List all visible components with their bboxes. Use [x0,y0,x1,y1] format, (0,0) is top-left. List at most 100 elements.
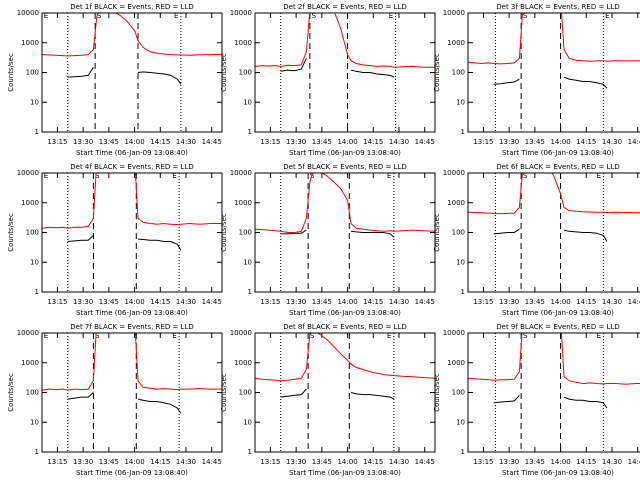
y-tick-label: 10 [243,98,252,106]
x-tick-label: 14:15 [576,458,596,466]
panel: Det 6f BLACK = Events, RED = LLD Start Ti… [433,163,640,317]
panel: Det 2f BLACK = Events, RED = LLD Start Ti… [220,3,436,157]
x-tick-label: 14:00 [124,138,144,146]
chart-title: Det 2f BLACK = Events, RED = LLD [283,3,406,11]
x-axis-label: Start Time (06-Jan-09 13:08:40) [76,469,188,477]
y-tick-label: 10000 [230,329,252,337]
plot-frame [254,332,436,453]
y-axis-label: Counts/sec [7,213,15,252]
x-tick-label: 13:30 [73,458,93,466]
series-line [42,333,222,391]
panel: Det 1f BLACK = Events, RED = LLD Start Ti… [7,3,223,157]
series-line [42,173,222,229]
x-tick-label: 14:45 [628,298,640,306]
x-tick-label: 13:30 [499,138,519,146]
x-axis-label: Start Time (06-Jan-09 13:08:40) [502,149,614,157]
chart-title: Det 3f BLACK = Events, RED = LLD [496,3,619,11]
y-axis-label: Counts/sec [7,53,15,92]
y-tick-label: 10000 [17,9,39,17]
y-tick-label: 10 [30,258,39,266]
x-tick-label: 14:15 [150,458,170,466]
y-axis-label: Counts/sec [220,53,228,92]
y-axis-label: Counts/sec [220,213,228,252]
y-tick-label: 10 [243,418,252,426]
x-tick-label: 14:15 [363,138,383,146]
x-tick-label: 14:45 [415,138,435,146]
x-tick-label: 13:15 [473,458,493,466]
annotation: S [310,172,315,180]
y-tick-label: 100 [452,389,465,397]
annotation: E [387,332,391,340]
series-line [42,13,222,57]
y-tick-label: 10000 [230,169,252,177]
x-axis-label: Start Time (06-Jan-09 13:08:40) [502,309,614,317]
y-tick-label: 1 [248,448,252,456]
series-line [255,333,435,382]
y-tick-label: 1000 [21,39,39,47]
y-tick-label: 1 [248,288,252,296]
annotation: E [172,332,176,340]
annotation: E [597,332,601,340]
plot-frame [41,332,223,453]
y-tick-label: 100 [452,69,465,77]
plot-frame [467,332,640,453]
series-line [280,229,395,238]
y-tick-label: 1000 [447,359,465,367]
y-tick-label: 1000 [447,39,465,47]
x-tick-label: 14:45 [202,138,222,146]
x-tick-label: 13:45 [99,138,119,146]
y-tick-label: 100 [239,389,252,397]
x-tick-label: 14:15 [150,138,170,146]
x-tick-label: 13:45 [525,298,545,306]
y-tick-label: 10 [243,258,252,266]
y-tick-label: 1000 [21,359,39,367]
x-tick-label: 14:00 [550,298,570,306]
x-tick-label: 13:45 [312,138,332,146]
x-tick-label: 13:45 [312,298,332,306]
annotation: E [174,12,178,20]
x-tick-label: 14:30 [389,138,409,146]
y-tick-label: 10000 [443,329,465,337]
x-tick-label: 14:45 [415,458,435,466]
x-tick-label: 14:00 [337,458,357,466]
plot-frame [41,172,223,293]
annotation: S [97,12,102,20]
x-tick-label: 14:45 [202,298,222,306]
x-tick-label: 13:30 [499,298,519,306]
annotation: S [523,12,528,20]
y-axis-label: Counts/sec [7,373,15,412]
series-line [468,333,640,385]
x-tick-label: 14:45 [415,298,435,306]
y-tick-label: 100 [26,229,39,237]
series-line [280,58,395,78]
x-tick-label: 13:30 [286,138,306,146]
y-tick-label: 1 [35,448,39,456]
x-axis-label: Start Time (06-Jan-09 13:08:40) [502,469,614,477]
chart-title: Det 6f BLACK = Events, RED = LLD [496,163,619,171]
y-tick-label: 1000 [21,199,39,207]
y-tick-label: 1000 [234,359,252,367]
y-axis-label: Counts/sec [433,213,441,252]
annotation: E [389,12,393,20]
x-tick-label: 14:30 [602,458,622,466]
series-line [67,67,182,85]
panel: Det 9f BLACK = Events, RED = LLD Start Ti… [433,323,640,477]
x-tick-label: 14:30 [176,298,196,306]
x-axis-label: Start Time (06-Jan-09 13:08:40) [289,469,401,477]
annotation: E [605,12,609,20]
x-tick-label: 14:30 [176,458,196,466]
x-tick-label: 14:45 [628,138,640,146]
annotation: S [95,332,100,340]
panel: Det 4f BLACK = Events, RED = LLD Start Ti… [7,163,223,317]
annotation: E [44,172,48,180]
x-tick-label: 13:15 [473,138,493,146]
plot-frame [467,172,640,293]
y-tick-label: 100 [239,229,252,237]
series-line [468,173,640,215]
x-tick-label: 13:15 [260,458,280,466]
x-tick-label: 14:00 [550,458,570,466]
plot-frame [254,172,436,293]
y-tick-label: 10 [456,418,465,426]
x-tick-label: 14:15 [576,138,596,146]
